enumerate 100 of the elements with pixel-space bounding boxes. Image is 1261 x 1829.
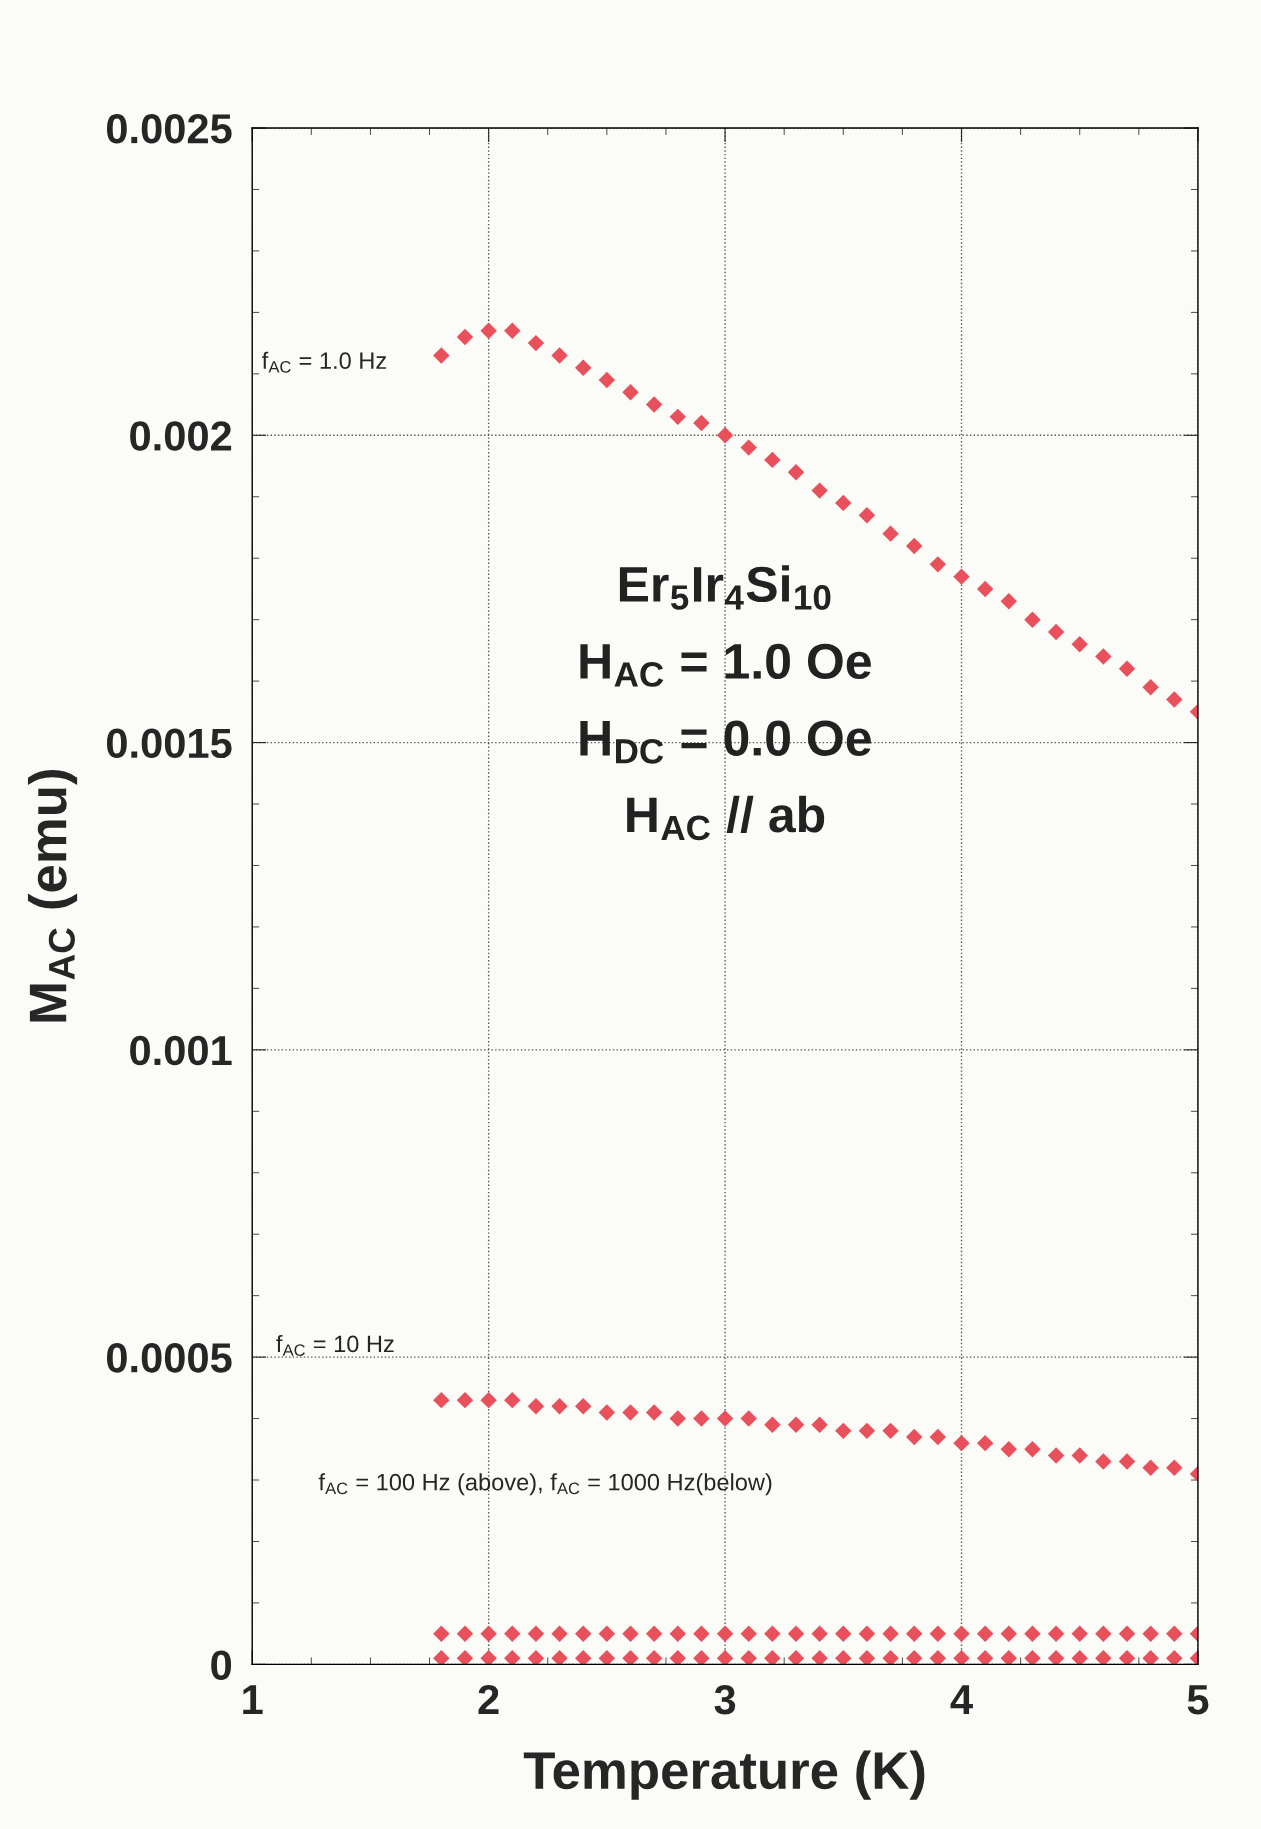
- point: [456, 1625, 474, 1642]
- point: [1118, 1453, 1136, 1470]
- point: [1095, 1625, 1112, 1642]
- point: [882, 1422, 899, 1440]
- point: [527, 1625, 545, 1642]
- point: [575, 1625, 592, 1642]
- point: [1142, 1459, 1159, 1476]
- point: [929, 556, 947, 573]
- point: [433, 1391, 450, 1409]
- point: [1024, 1441, 1041, 1458]
- point: [575, 1398, 592, 1415]
- point: [504, 322, 521, 340]
- point: [740, 1410, 757, 1427]
- point: [1000, 1441, 1018, 1458]
- point: [1095, 648, 1112, 665]
- point: [551, 1625, 568, 1642]
- point: [1095, 1650, 1112, 1665]
- point: [787, 1625, 805, 1642]
- point: [480, 1625, 497, 1642]
- point: [764, 451, 781, 469]
- point: [1047, 623, 1065, 641]
- point: [1000, 593, 1018, 610]
- point: [456, 328, 474, 346]
- point: [1166, 1625, 1183, 1642]
- point: [622, 1625, 639, 1642]
- point: [882, 1625, 899, 1642]
- point: [976, 1434, 994, 1452]
- point: [1142, 1650, 1159, 1665]
- point: [669, 408, 686, 426]
- point: [1047, 1650, 1065, 1665]
- point: [976, 1625, 994, 1642]
- x-tick-label: 4: [950, 1685, 973, 1715]
- point: [669, 1625, 686, 1642]
- point: [1071, 1650, 1088, 1665]
- point: [1071, 636, 1088, 653]
- annotation: f$_{AC}$ = 10 Hz: [276, 1334, 394, 1356]
- x-tick-label: 3: [714, 1684, 736, 1715]
- point: [953, 1625, 970, 1642]
- point: [740, 439, 757, 456]
- point: [835, 1422, 852, 1440]
- point: [645, 1404, 663, 1421]
- point: [1118, 1625, 1136, 1642]
- point: [551, 1650, 568, 1665]
- point: [1166, 691, 1183, 708]
- point: [645, 1650, 663, 1665]
- y-axis-title: M$_{AC}$ (emu): [27, 770, 78, 1022]
- point: [858, 506, 876, 524]
- point: [456, 1391, 474, 1409]
- point: [1118, 660, 1136, 678]
- point: [764, 1416, 781, 1433]
- point: [811, 1625, 828, 1642]
- point: [953, 1650, 970, 1665]
- y-tick-label: 0.0015: [106, 728, 232, 759]
- point: [693, 414, 710, 432]
- point: [645, 1625, 663, 1642]
- point: [527, 1398, 545, 1415]
- x-axis-title: Temperature (K): [523, 1750, 925, 1800]
- point: [433, 347, 450, 364]
- point: [882, 525, 899, 542]
- point: [1071, 1625, 1088, 1642]
- point: [1024, 1650, 1041, 1665]
- y-tick-label: 0.0025: [106, 114, 232, 144]
- point: [527, 334, 545, 352]
- point: [1095, 1453, 1112, 1470]
- point: [835, 494, 852, 512]
- point: [551, 1398, 568, 1415]
- point: [906, 537, 923, 555]
- point: [575, 1650, 592, 1665]
- point: [929, 1428, 947, 1446]
- point: [858, 1650, 876, 1665]
- point: [929, 1625, 947, 1642]
- point: [433, 1625, 450, 1642]
- point: [811, 482, 828, 499]
- point: [1047, 1447, 1065, 1464]
- y-tick-label: 0: [211, 1650, 232, 1680]
- point: [976, 1650, 994, 1665]
- annotation: f$_{AC}$ = 1.0 Hz: [261, 351, 386, 373]
- point: [693, 1410, 710, 1427]
- point: [953, 1434, 970, 1452]
- point: [835, 1650, 852, 1665]
- point: [716, 1650, 734, 1665]
- point: [669, 1650, 686, 1665]
- point: [598, 1404, 616, 1421]
- point: [598, 371, 616, 389]
- point: [1142, 1625, 1159, 1642]
- point: [976, 580, 994, 598]
- point: [433, 1650, 450, 1665]
- y-tick-label: 0.001: [130, 1035, 232, 1066]
- point: [480, 322, 497, 340]
- point: [1000, 1650, 1018, 1665]
- point: [740, 1625, 757, 1642]
- point: [622, 1650, 639, 1665]
- point: [764, 1650, 781, 1665]
- point: [953, 568, 970, 585]
- point: [1142, 679, 1159, 696]
- point: [1024, 1625, 1041, 1642]
- point: [787, 1416, 805, 1433]
- point: [716, 1410, 734, 1427]
- point: [906, 1428, 923, 1446]
- point: [622, 384, 639, 401]
